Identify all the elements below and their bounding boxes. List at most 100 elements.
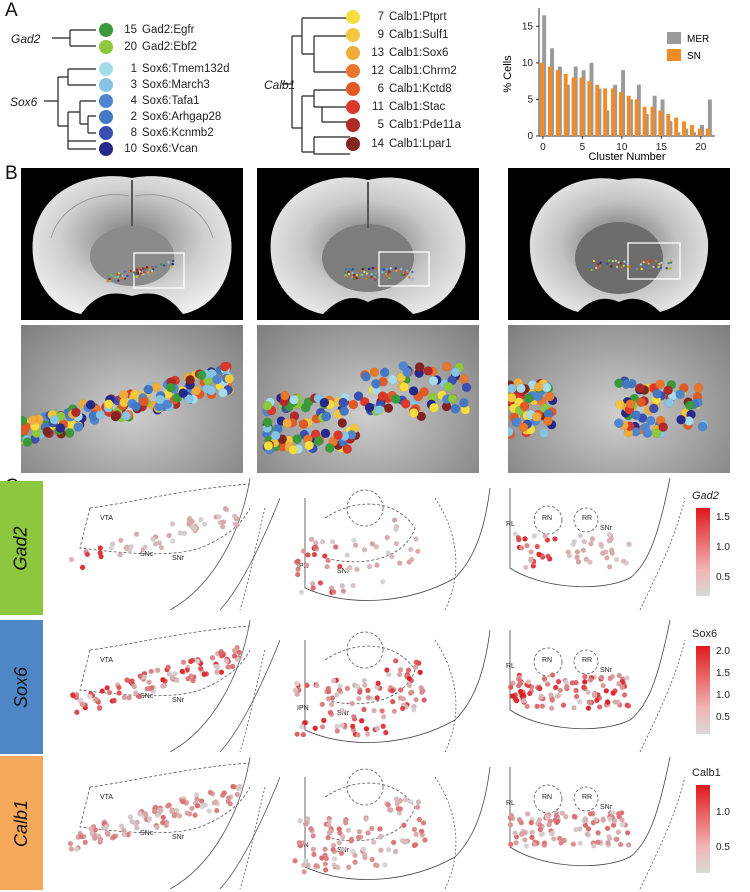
cell-dot (380, 267, 384, 271)
cell-dot (655, 379, 665, 389)
cell-dot (667, 261, 671, 265)
cluster-label: Sox6:Arhgap28 (142, 111, 222, 123)
expression-dot (528, 549, 534, 555)
atlas-region-label: SNr (172, 555, 185, 562)
atlas-region-label: SNr (172, 834, 185, 841)
legend-title: Sox6 (692, 628, 718, 640)
expression-dot (350, 849, 356, 855)
panel-label-a: A (5, 0, 18, 21)
expression-dot (82, 839, 88, 845)
expression-dot (625, 830, 631, 836)
expression-dot (538, 693, 545, 699)
cell-dot (371, 379, 381, 389)
expression-dot (393, 526, 399, 532)
atlas-region-label: RL (506, 800, 515, 807)
expression-dot (396, 810, 403, 816)
expression-dot (78, 833, 84, 840)
expression-dot (379, 708, 385, 714)
cell-dot (28, 415, 38, 425)
cell-dot (541, 382, 552, 393)
expression-dot (571, 705, 577, 711)
expression-dot (587, 677, 594, 683)
expression-dot (371, 839, 377, 845)
cell-dot (610, 265, 613, 268)
expression-dot (322, 861, 328, 867)
expression-dot (170, 538, 176, 544)
expression-dot (365, 687, 371, 693)
expression-dot (169, 521, 176, 527)
expression-dot (584, 831, 590, 837)
atlas-outline: RL RN RR SNr (506, 757, 686, 889)
expression-dot (348, 836, 355, 842)
expression-dot (581, 538, 587, 545)
expression-dot (235, 786, 242, 792)
expression-dot (554, 693, 561, 699)
cell-dot (617, 261, 620, 264)
expression-dot (618, 841, 624, 848)
expression-dot (134, 819, 140, 825)
cluster-dot (99, 94, 113, 108)
expression-dot (369, 541, 376, 547)
expression-dot (406, 559, 412, 565)
cell-dot (126, 274, 129, 278)
cell-dot (621, 379, 631, 389)
expression-dot (548, 705, 555, 711)
cell-dot (634, 267, 638, 270)
expression-dot (519, 831, 525, 837)
expression-dot (331, 678, 337, 684)
expression-dot (207, 789, 213, 796)
expression-dot (79, 564, 86, 570)
bar-sn-3 (563, 73, 568, 136)
expression-dot (574, 549, 580, 555)
cell-dot (131, 401, 141, 412)
cluster-number: 4 (130, 95, 137, 107)
expression-dot (380, 579, 386, 585)
expression-dot (378, 847, 384, 853)
expression-dot (334, 728, 340, 734)
expression-dot (321, 717, 327, 723)
cell-dot (304, 440, 314, 451)
bar-mer-3 (565, 84, 570, 136)
cell-dot (320, 428, 331, 439)
cluster-number: 3 (130, 79, 137, 91)
legend-tick: 1.5 (716, 512, 730, 523)
expression-dot (582, 674, 588, 680)
bar-sn-14 (650, 106, 655, 136)
cell-dot (146, 271, 150, 274)
expression-dot (129, 819, 135, 825)
expression-dot (184, 810, 190, 816)
expression-dot (555, 818, 561, 825)
expression-dot (98, 553, 104, 560)
expression-dot (327, 828, 334, 834)
expression-dot (104, 685, 110, 691)
expression-dot (160, 677, 166, 683)
cell-dot (49, 414, 60, 425)
cell-dot (623, 260, 626, 264)
expression-dot (310, 846, 316, 852)
cell-dot (400, 399, 411, 409)
cell-dot (442, 361, 452, 372)
cell-dot (605, 262, 609, 265)
expression-dot (124, 677, 130, 683)
expression-dot (331, 856, 338, 862)
expression-dot (595, 830, 601, 836)
expression-dot (391, 517, 398, 523)
expression-dot (295, 571, 301, 578)
expression-dot (537, 685, 543, 692)
atlas-region-label: IPN (297, 563, 309, 570)
cell-dot (110, 274, 113, 277)
expression-dot (87, 693, 93, 700)
zoom-section-2 (257, 325, 479, 473)
expression-dot (199, 798, 205, 804)
expression-dot (363, 726, 370, 732)
cell-dot (684, 416, 694, 426)
brain-section-drawing (529, 178, 709, 312)
cell-dot (353, 275, 356, 279)
cell-dot (369, 367, 380, 377)
cell-dot (85, 399, 96, 410)
gene-bar-gad2: Gad2 (0, 481, 43, 615)
expression-dot (418, 828, 425, 834)
bar-mer-19 (692, 132, 697, 136)
cell-dot (142, 271, 146, 274)
expression-dot (600, 682, 606, 689)
